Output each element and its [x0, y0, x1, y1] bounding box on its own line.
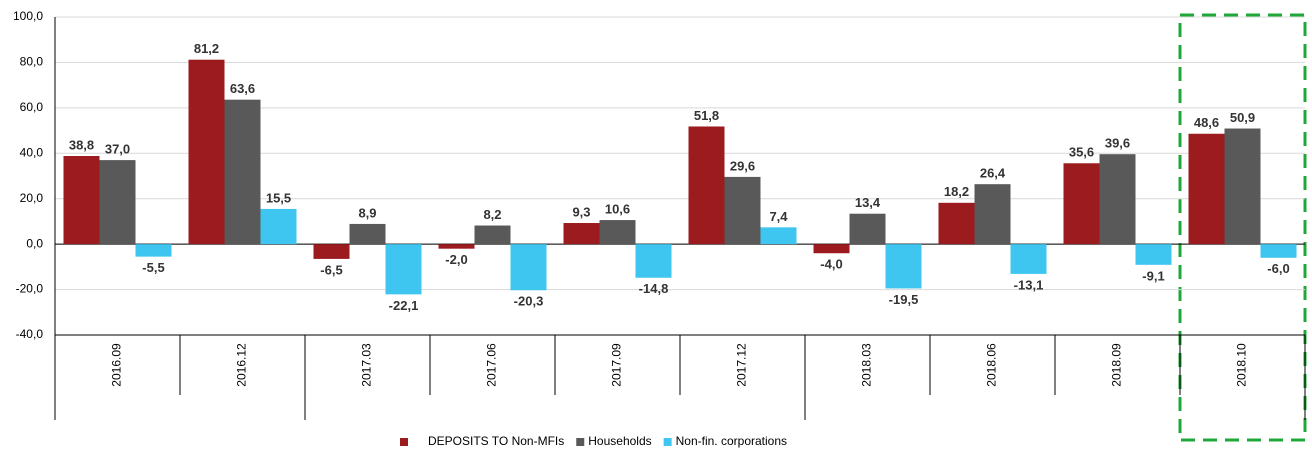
bar [635, 244, 672, 278]
data-label: 48,6 [1194, 115, 1219, 130]
bar [438, 244, 475, 249]
data-label: 37,0 [105, 142, 130, 157]
legend-swatch [576, 438, 585, 446]
bar [510, 244, 547, 291]
data-label: 13,4 [855, 195, 881, 210]
x-tick-label: 2017.03 [360, 343, 374, 387]
bar [760, 227, 797, 245]
bar [724, 176, 761, 245]
data-label: -6,0 [1267, 261, 1289, 276]
y-tick-label: 0,0 [26, 236, 43, 250]
x-tick-label: 2018.10 [1235, 343, 1249, 387]
data-label: 35,6 [1069, 145, 1094, 160]
bar [849, 213, 886, 245]
bar [1010, 244, 1047, 274]
data-label: 81,2 [194, 41, 219, 56]
data-label: 9,3 [572, 204, 590, 219]
legend-label: Households [588, 434, 651, 448]
bar [224, 99, 261, 245]
legend-swatch [400, 438, 408, 446]
data-label: 26,4 [980, 166, 1006, 181]
y-tick-label: 100,0 [13, 9, 43, 23]
data-label: 51,8 [694, 108, 719, 123]
bar [349, 223, 386, 245]
x-tick-label: 2016.09 [110, 343, 124, 387]
highlight-box [1178, 13, 1307, 442]
data-label: 18,2 [944, 184, 969, 199]
legend-label: Non-fin. corporations [676, 434, 787, 448]
bar [1135, 244, 1172, 265]
y-tick-label: -20,0 [16, 282, 44, 296]
data-label: -5,5 [142, 260, 164, 275]
legend: DEPOSITS TO Non-MFIs Households Non-fin. c… [400, 434, 787, 448]
bar [99, 160, 136, 245]
bar [188, 59, 225, 245]
data-label: 63,6 [230, 81, 255, 96]
y-tick-label: 40,0 [20, 145, 44, 159]
data-label: -20,3 [514, 294, 544, 309]
data-label: -9,1 [1142, 268, 1164, 283]
bar [1099, 154, 1136, 245]
data-label: 7,4 [769, 209, 788, 224]
bar [1260, 244, 1297, 258]
data-label: -6,5 [320, 262, 342, 277]
x-tick-label: 2017.09 [610, 343, 624, 387]
bar [1063, 163, 1100, 245]
bar [135, 244, 172, 257]
data-label: 8,9 [358, 205, 376, 220]
y-tick-label: 60,0 [20, 100, 44, 114]
bar [813, 244, 850, 254]
x-tick-label: 2018.09 [1110, 343, 1124, 387]
bar [260, 208, 297, 245]
data-label: -13,1 [1014, 277, 1044, 292]
bar [688, 126, 725, 245]
data-label: -14,8 [639, 281, 669, 296]
x-tick-label: 2017.12 [735, 343, 749, 387]
bar [1224, 128, 1261, 245]
data-label: 8,2 [483, 207, 501, 222]
data-label: -2,0 [445, 252, 467, 267]
x-tick-label: 2016.12 [235, 343, 249, 387]
bar [63, 156, 100, 245]
bar [1188, 133, 1225, 245]
y-tick-label: 80,0 [20, 55, 44, 69]
data-label: 50,9 [1230, 110, 1255, 125]
data-label: 15,5 [266, 190, 291, 205]
bar [474, 225, 511, 245]
bar [385, 244, 422, 295]
y-tick-label: 20,0 [20, 191, 44, 205]
data-label: -19,5 [889, 292, 919, 307]
bar [974, 184, 1011, 245]
data-label: 38,8 [69, 137, 94, 152]
bar [313, 244, 350, 259]
data-label: -22,1 [389, 298, 419, 313]
data-label: 39,6 [1105, 136, 1130, 151]
legend-label: DEPOSITS TO Non-MFIs [428, 434, 564, 448]
x-tick-label: 2018.06 [985, 343, 999, 387]
bar [938, 202, 975, 245]
data-label: -4,0 [820, 257, 842, 272]
bar [885, 244, 922, 289]
legend-swatch [663, 438, 672, 446]
data-label: 29,6 [730, 158, 755, 173]
y-tick-label: -40,0 [16, 327, 44, 341]
data-label: 10,6 [605, 202, 630, 217]
bar [563, 223, 600, 245]
bar [599, 220, 636, 245]
x-tick-label: 2018.03 [860, 343, 874, 387]
x-tick-label: 2017.06 [485, 343, 499, 387]
